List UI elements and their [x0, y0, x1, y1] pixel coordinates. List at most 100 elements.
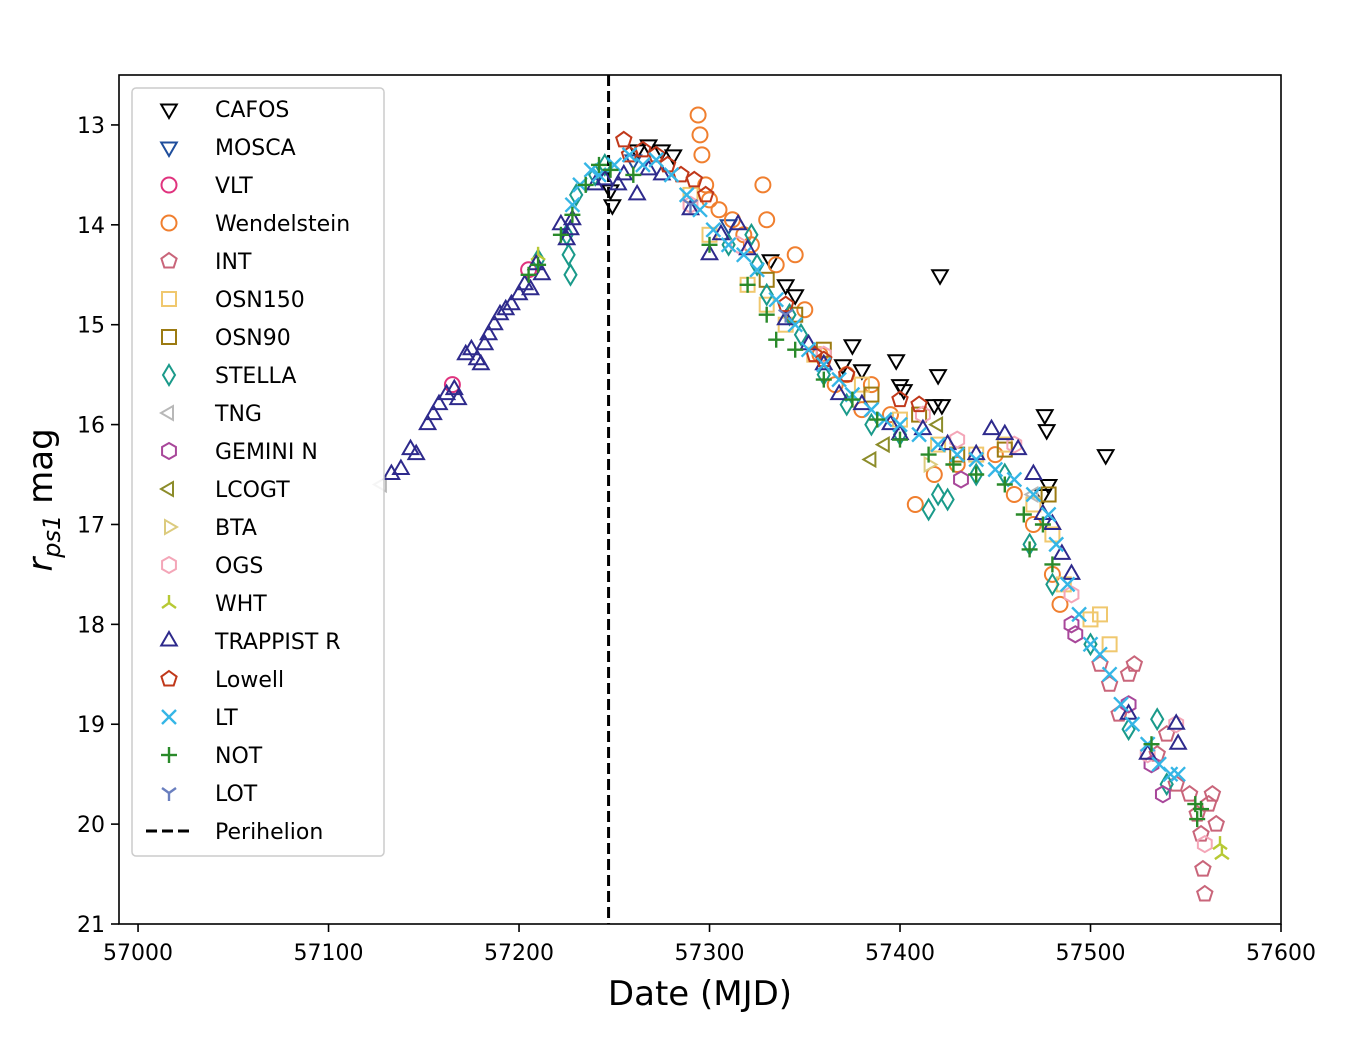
y-tick-label: 17: [77, 513, 105, 538]
data-points: [371, 106, 1230, 902]
legend-label-ogs: OGS: [215, 554, 263, 579]
series-not: [520, 156, 1209, 828]
legend-marker-int: [160, 251, 178, 269]
data-point-lcogt: [874, 435, 890, 454]
data-point-lt: [1025, 486, 1042, 503]
data-point-osn150: [930, 436, 947, 453]
data-point-ogs: [1063, 585, 1080, 604]
legend-label-perihelion: Perihelion: [215, 820, 323, 845]
legend-marker-lot: [161, 787, 177, 801]
data-point-stella: [793, 322, 809, 347]
series-ogs: [682, 195, 1213, 854]
data-point-osn150: [1101, 636, 1118, 653]
data-point-cafos: [842, 339, 862, 356]
legend-label-stella: STELLA: [215, 364, 296, 389]
data-point-lt: [1113, 696, 1129, 713]
data-point-trappist-r: [496, 298, 516, 316]
series-gemini-n: [953, 470, 1171, 804]
data-point-lt: [663, 167, 680, 183]
legend-marker-gemini-n: [161, 441, 177, 461]
data-point-trappist-r: [406, 443, 426, 461]
data-point-wendelstein: [742, 236, 760, 254]
legend: CAFOS MOSCA VLT Wendelstein INT OSN150 OSN90 ST…: [131, 87, 385, 857]
data-point-not: [920, 446, 937, 463]
data-point-int: [1180, 784, 1199, 802]
data-point-trappist-r: [471, 353, 491, 371]
y-tick-label: 21: [77, 913, 105, 938]
data-point-lt: [635, 157, 651, 173]
data-point-not: [787, 341, 804, 358]
data-point-trappist-r: [381, 463, 401, 480]
series-osn90: [758, 271, 1057, 503]
data-point-trappist-r: [456, 343, 476, 361]
data-point-stella: [1150, 707, 1165, 732]
data-point-lt: [768, 291, 785, 308]
data-point-wendelstein: [882, 406, 899, 424]
data-point-trappist-r: [680, 198, 701, 216]
plot-frame: [118, 74, 1282, 925]
data-point-osn150: [1092, 606, 1108, 623]
data-point-lt: [621, 147, 638, 163]
data-point-not: [1034, 516, 1051, 533]
y-tick-label: 13: [77, 114, 105, 139]
data-point-not: [564, 206, 581, 223]
data-point-lt: [1071, 606, 1087, 623]
data-point-lt: [749, 261, 765, 278]
data-point-trappist-r: [1168, 733, 1188, 750]
data-point-trappist-r: [699, 243, 720, 261]
data-point-lowell: [910, 395, 928, 413]
data-point-not: [739, 276, 756, 293]
data-point-osn90: [1040, 486, 1057, 503]
y-tick-label: 14: [77, 214, 105, 239]
legend-label-osn150: OSN150: [215, 288, 305, 313]
data-point-lt: [678, 187, 695, 203]
data-point-wendelstein: [689, 106, 707, 124]
data-point-stella: [839, 392, 854, 417]
data-point-trappist-r: [829, 383, 849, 401]
data-point-trappist-r: [938, 433, 958, 451]
legend-marker-wht: [161, 595, 177, 609]
data-point-stella: [940, 487, 955, 512]
data-point-trappist-r: [652, 163, 672, 181]
data-point-stella: [569, 182, 584, 207]
data-point-stella: [563, 262, 578, 287]
data-point-lt: [831, 371, 847, 388]
data-point-osn90: [758, 271, 775, 288]
data-point-lt: [705, 221, 722, 238]
data-point-trappist-r: [614, 163, 634, 181]
data-point-trappist-r: [560, 218, 581, 236]
data-point-cafos: [602, 199, 622, 216]
y-tick-label: 19: [77, 713, 105, 738]
data-point-trappist-r: [738, 238, 758, 256]
data-point-cafos: [886, 354, 906, 371]
y-tick-label: 18: [77, 613, 105, 638]
legend-label-cafos: CAFOS: [215, 98, 289, 123]
series-lot: [682, 198, 794, 323]
series-cafos: [600, 139, 1116, 506]
data-point-stella: [749, 252, 765, 277]
y-axis-label-sub: ps1: [38, 515, 66, 559]
data-point-lt: [930, 436, 946, 453]
x-tick-label: 57100: [294, 941, 364, 966]
data-point-wendelstein: [1051, 595, 1069, 613]
legend-label-not: NOT: [215, 744, 263, 769]
x-axis-label: Date (MJD): [608, 974, 792, 1014]
data-point-lt: [735, 246, 752, 263]
data-point-int: [1203, 784, 1222, 802]
data-point-not: [996, 476, 1013, 493]
data-point-not: [520, 266, 537, 283]
legend-marker-trappist-r: [159, 629, 179, 647]
data-point-trappist-r: [728, 213, 748, 231]
data-point-lt: [987, 461, 1004, 478]
data-point-trappist-r: [520, 278, 541, 296]
legend-marker-lowell: [160, 669, 178, 687]
data-point-lowell: [615, 130, 633, 148]
series-trappist-r: [381, 158, 1188, 760]
data-point-wendelstein: [691, 126, 709, 144]
data-point-ogs: [1006, 435, 1023, 454]
legend-marker-ogs: [161, 555, 177, 575]
data-point-trappist-r: [1119, 703, 1139, 720]
data-point-lot: [682, 198, 699, 213]
legend-marker-cafos: [159, 103, 179, 121]
